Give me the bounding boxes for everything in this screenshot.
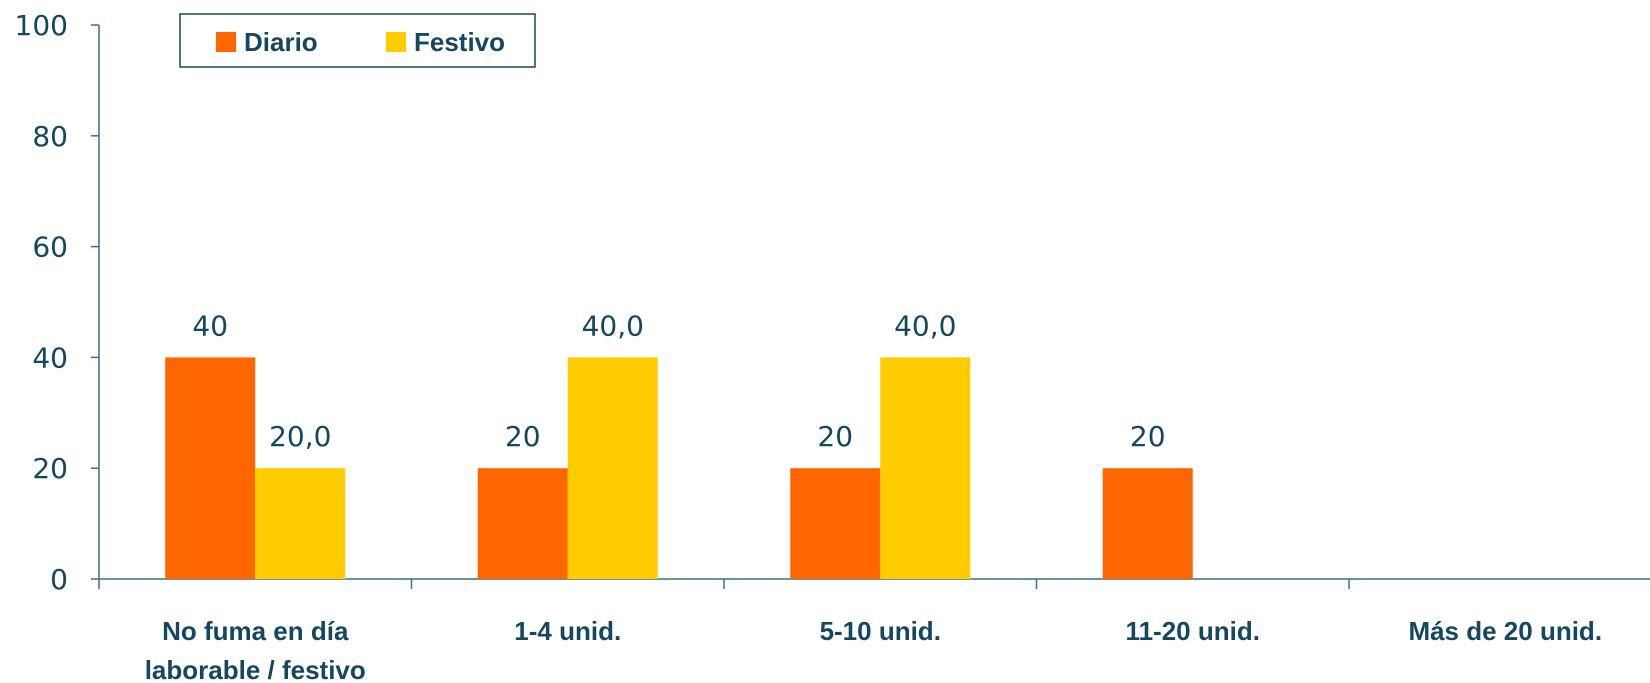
x-category-label: 1-4 unid.	[514, 616, 621, 646]
y-tick-label: 60	[32, 231, 68, 264]
data-label: 40,0	[894, 309, 956, 342]
y-tick-label: 0	[50, 563, 68, 596]
x-category-label: Más de 20 unid.	[1408, 616, 1602, 646]
y-tick-label: 100	[15, 9, 68, 42]
y-axis: 0 20 40 60 80 100	[15, 9, 100, 596]
y-tick-label: 40	[32, 341, 68, 374]
y-tick-label: 20	[32, 452, 68, 485]
bar-diario	[477, 468, 568, 579]
x-category-label: No fuma en día laborable / festivo	[145, 616, 366, 683]
bar-diario	[790, 468, 881, 579]
legend-box	[179, 13, 536, 68]
bar-diario	[1102, 468, 1193, 579]
data-labels: 40 20 20 20 20,0 40,0 40,0	[192, 309, 1165, 453]
legend-label-festivo: Festivo	[414, 27, 505, 57]
data-label: 20	[817, 420, 853, 453]
legend-swatch-festivo	[386, 32, 406, 52]
bar-diario	[165, 357, 256, 579]
x-category-label: 5-10 unid.	[820, 616, 941, 646]
data-label: 20,0	[269, 420, 331, 453]
legend-swatch-diario	[216, 32, 236, 52]
data-label: 40	[192, 309, 228, 342]
bar-festivo	[880, 357, 971, 579]
data-label: 40,0	[582, 309, 644, 342]
data-label: 20	[1130, 420, 1166, 453]
bar-festivo	[567, 357, 658, 579]
bars	[165, 357, 1193, 579]
x-axis: No fuma en día laborable / festivo 1-4 uni…	[98, 578, 1650, 683]
bar-festivo	[255, 468, 346, 579]
data-label: 20	[505, 420, 541, 453]
legend: Diario Festivo	[179, 13, 536, 68]
x-category-label: 11-20 unid.	[1126, 616, 1260, 646]
legend-label-diario: Diario	[244, 27, 318, 57]
y-tick-label: 80	[32, 120, 68, 153]
